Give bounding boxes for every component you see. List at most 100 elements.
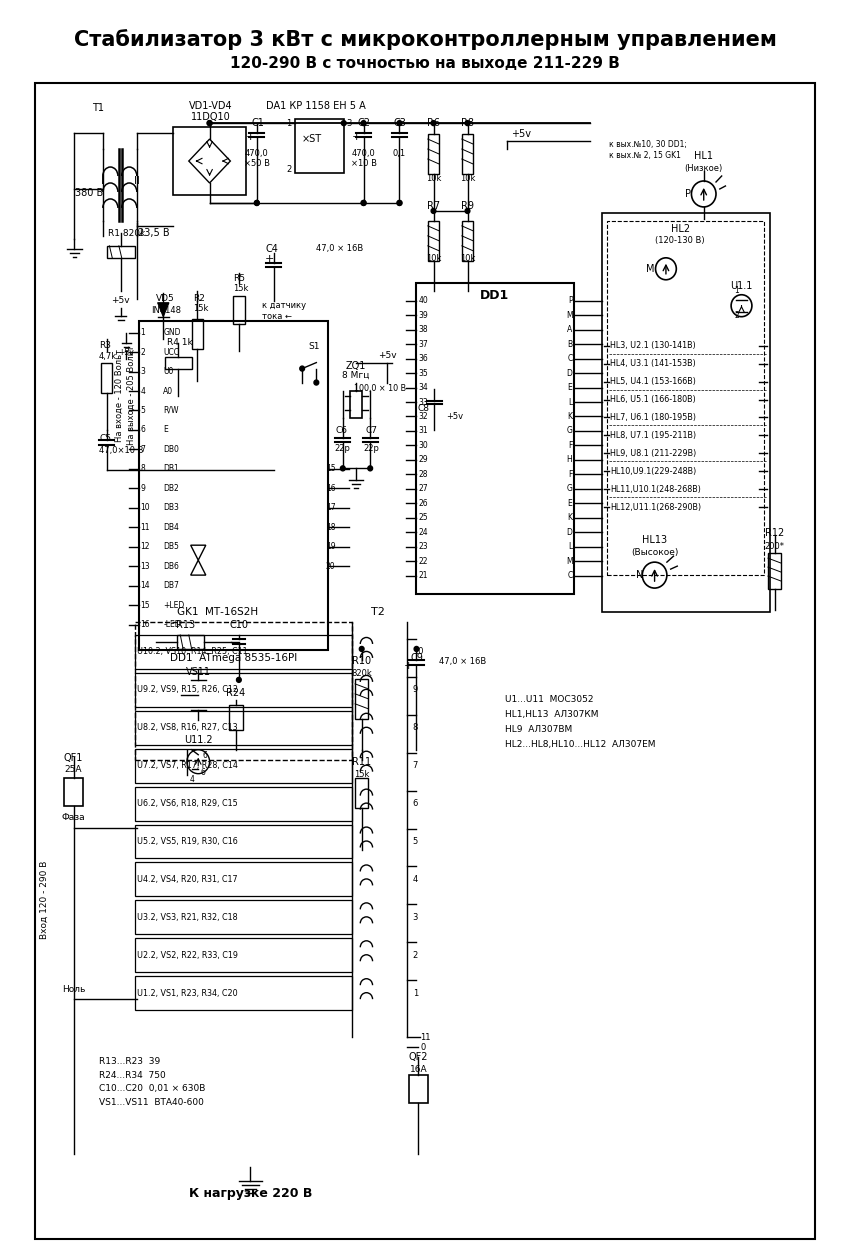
Text: 16А: 16А (410, 1064, 428, 1073)
Text: 1: 1 (413, 989, 418, 998)
Text: к датчику: к датчику (262, 301, 306, 310)
Circle shape (360, 646, 364, 651)
Text: 1: 1 (286, 119, 292, 128)
Text: 6: 6 (413, 799, 418, 808)
Text: HL9  АЛ307ВМ: HL9 АЛ307ВМ (505, 725, 573, 734)
Text: 7: 7 (413, 762, 418, 771)
Bar (428, 134, 439, 174)
Circle shape (341, 466, 345, 471)
Text: UCC: UCC (163, 348, 179, 356)
Text: U0: U0 (163, 366, 173, 376)
Text: 17: 17 (326, 503, 336, 512)
Circle shape (314, 380, 319, 385)
Text: -LED: -LED (163, 620, 181, 629)
Text: к вых.№ 2, 15 GK1: к вых.№ 2, 15 GK1 (609, 151, 681, 159)
Text: DA1 КР 1158 ЕН 5 А: DA1 КР 1158 ЕН 5 А (266, 102, 366, 112)
Text: U10.2, VS10, R14, R25, C11: U10.2, VS10, R14, R25, C11 (137, 648, 247, 656)
Text: ×50 В: ×50 В (244, 158, 269, 167)
Text: На входе - 120 Вольт: На входе - 120 Вольт (115, 349, 123, 442)
Text: 31: 31 (418, 427, 428, 435)
Text: тока ←: тока ← (262, 312, 292, 321)
Text: 32: 32 (418, 412, 428, 420)
Text: M: M (566, 557, 572, 566)
Circle shape (414, 646, 419, 651)
Text: C: C (567, 571, 572, 580)
Text: +5v: +5v (118, 348, 134, 356)
Text: 4,7k: 4,7k (99, 353, 117, 361)
Text: 2: 2 (286, 164, 292, 173)
Circle shape (254, 201, 259, 206)
Text: 12: 12 (140, 542, 150, 551)
Bar (101, 363, 112, 393)
Circle shape (368, 466, 372, 471)
Text: T2: T2 (371, 607, 385, 617)
Text: R5: R5 (233, 275, 245, 284)
Text: +: + (246, 132, 255, 142)
Text: R1 820k: R1 820k (109, 230, 145, 238)
Bar (165, 356, 191, 369)
Text: 26: 26 (418, 498, 428, 508)
Text: К нагрузке 220 В: К нагрузке 220 В (189, 1187, 312, 1200)
Text: 9: 9 (140, 484, 145, 493)
Text: 3: 3 (413, 912, 418, 922)
Text: 15: 15 (326, 464, 336, 473)
Text: G: G (566, 484, 572, 493)
Text: C3: C3 (393, 118, 406, 128)
Text: 16: 16 (140, 620, 150, 629)
Text: 13: 13 (140, 562, 150, 571)
Text: R24...R34  750: R24...R34 750 (99, 1071, 166, 1079)
Text: 20: 20 (326, 562, 336, 571)
Text: 4: 4 (140, 387, 145, 395)
Text: U2.2, VS2, R22, R33, C19: U2.2, VS2, R22, R33, C19 (137, 951, 238, 960)
Text: 1: 1 (140, 328, 145, 338)
Text: 0,1: 0,1 (393, 148, 406, 158)
Text: 11: 11 (140, 523, 150, 532)
Bar (462, 134, 473, 174)
Text: M: M (566, 311, 572, 320)
Text: 10: 10 (140, 503, 150, 512)
Bar (768, 553, 781, 589)
Text: 10k: 10k (426, 174, 441, 183)
Text: 24: 24 (418, 527, 428, 537)
Text: 14: 14 (140, 581, 150, 590)
Text: F: F (568, 469, 572, 479)
Text: HL12,U11.1(268-290В): HL12,U11.1(268-290В) (610, 503, 701, 512)
Text: C5: C5 (99, 434, 111, 443)
Text: 16: 16 (326, 484, 336, 493)
Text: 15: 15 (140, 601, 150, 610)
Text: 19: 19 (326, 542, 336, 551)
Text: 22p: 22p (363, 444, 379, 453)
Circle shape (361, 120, 366, 126)
Bar (602, 213, 770, 612)
Text: U8.2, VS8, R16, R27, C13: U8.2, VS8, R16, R27, C13 (137, 723, 237, 732)
Bar (233, 296, 245, 324)
Text: 47,0 × 16В: 47,0 × 16В (439, 658, 486, 666)
Text: ×ST: ×ST (302, 134, 321, 144)
Text: 38: 38 (418, 325, 428, 334)
Text: (Низкое): (Низкое) (684, 163, 722, 172)
Bar (135, 635, 352, 669)
Circle shape (465, 120, 470, 126)
Text: B: B (567, 340, 572, 349)
Text: 9: 9 (413, 685, 418, 694)
Text: 23: 23 (418, 542, 428, 551)
Text: 4: 4 (190, 776, 194, 784)
Text: U1...U11  МОС3052: U1...U11 МОС3052 (505, 695, 594, 704)
Text: DB5: DB5 (163, 542, 179, 551)
Text: На выходе - 205 Вольт: На выходе - 205 Вольт (127, 345, 136, 446)
Text: N: N (636, 570, 643, 580)
Text: GND: GND (163, 328, 181, 338)
Text: ZQ1: ZQ1 (346, 360, 366, 370)
Text: G: G (566, 427, 572, 435)
Text: IN4148: IN4148 (151, 306, 181, 315)
Text: P: P (685, 190, 691, 200)
Text: R6: R6 (427, 118, 440, 128)
Circle shape (397, 201, 402, 206)
Circle shape (207, 120, 212, 126)
Text: R3: R3 (99, 341, 111, 350)
Text: U11.2: U11.2 (184, 734, 212, 744)
Circle shape (342, 120, 346, 126)
Bar (416, 282, 575, 594)
Text: 10k: 10k (426, 255, 441, 264)
Text: R11: R11 (352, 757, 371, 767)
